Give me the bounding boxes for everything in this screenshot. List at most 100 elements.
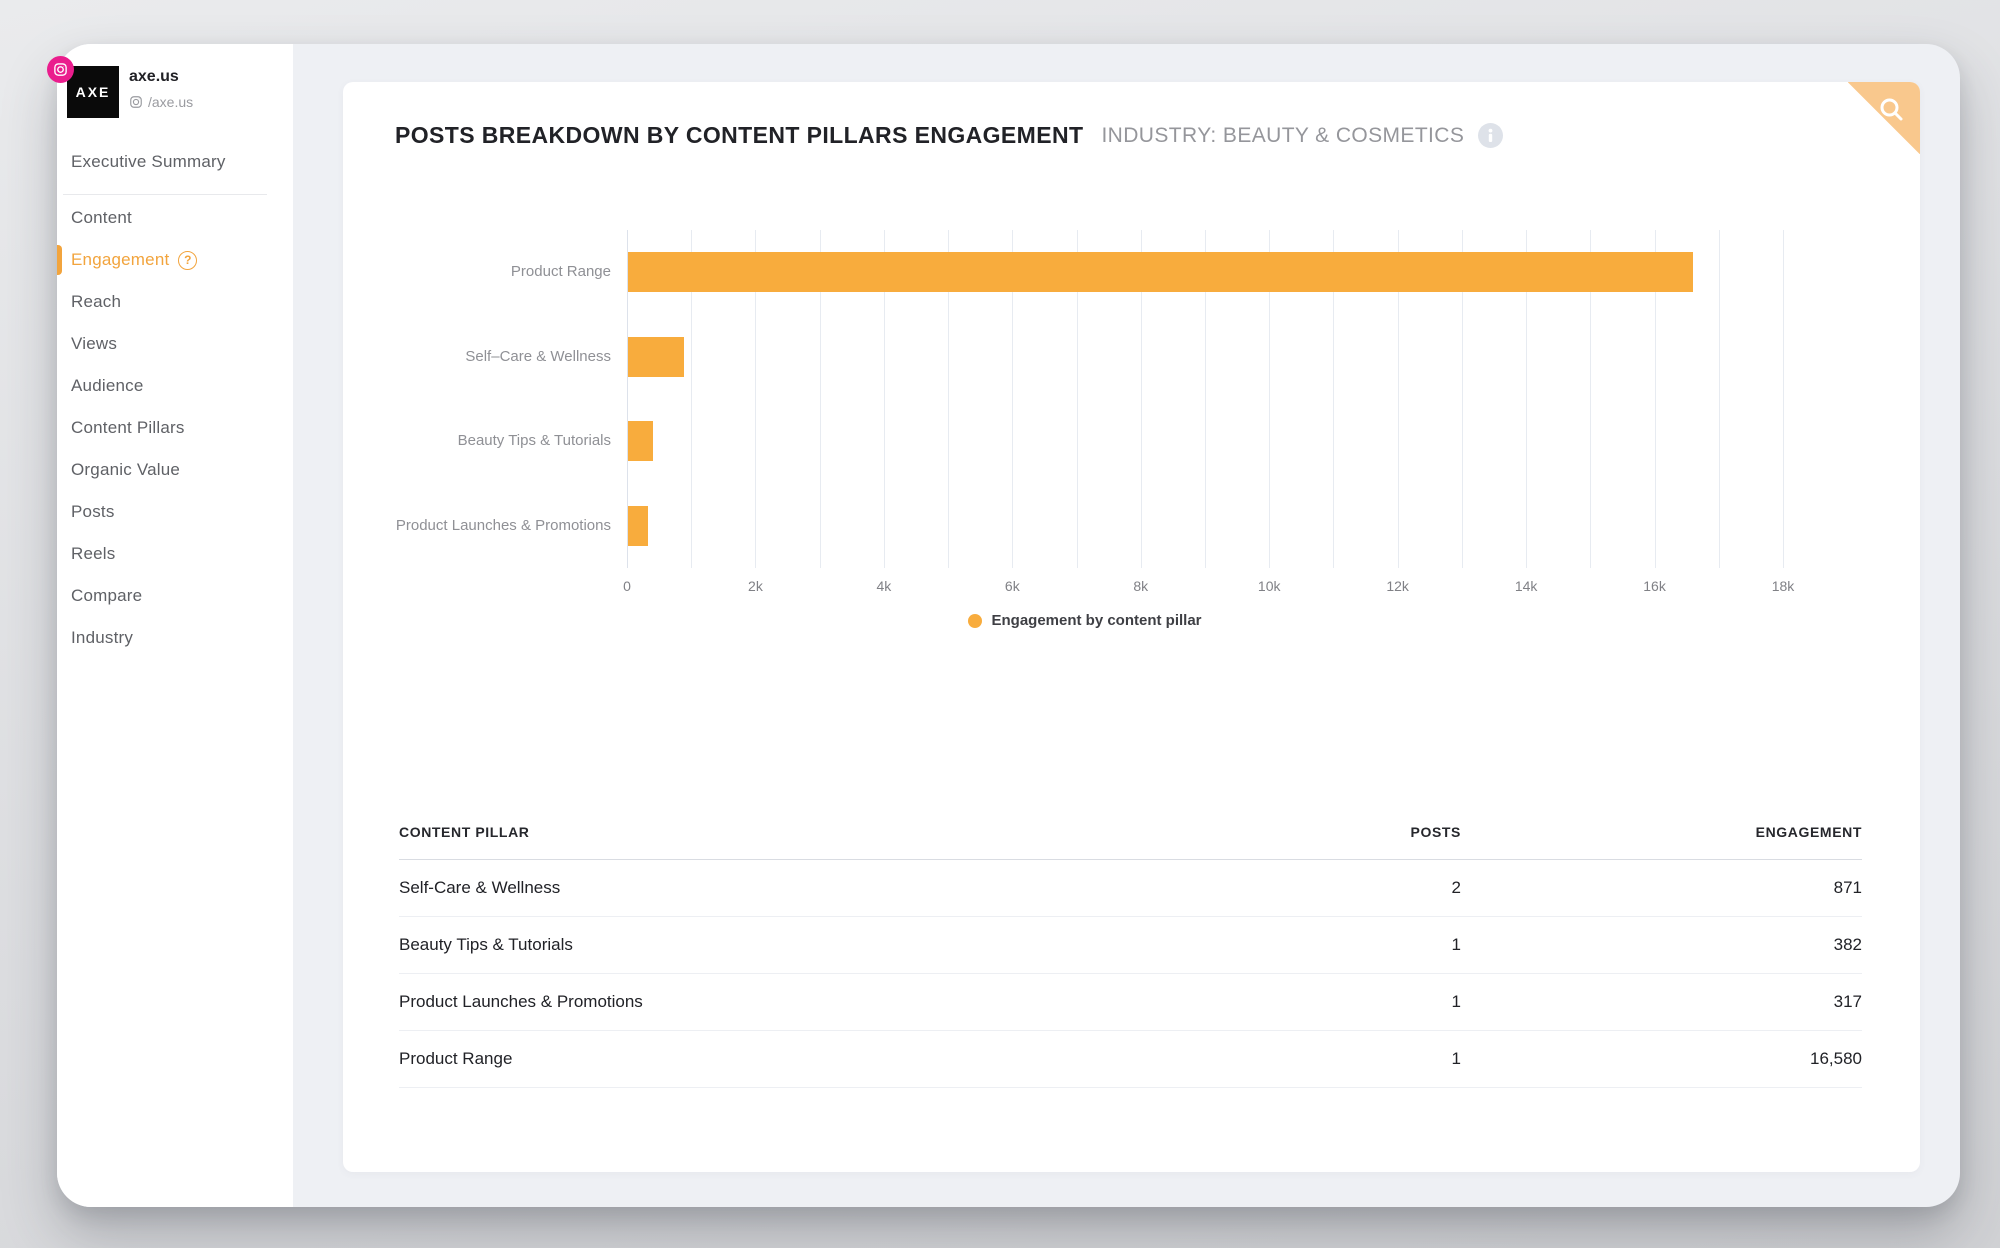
sidebar-item-posts[interactable]: Posts xyxy=(57,491,293,533)
avatar-logo-text: AXE xyxy=(75,84,111,100)
cell-posts: 2 xyxy=(1349,859,1461,917)
sidebar-item-label: Posts xyxy=(71,502,115,521)
sidebar-item-reels[interactable]: Reels xyxy=(57,533,293,575)
column-header-content-pillar: CONTENT PILLAR xyxy=(399,824,1349,860)
profile-handle: /axe.us xyxy=(129,94,193,110)
chart-legend[interactable]: Engagement by content pillar xyxy=(387,612,1783,629)
sidebar-item-label: Reels xyxy=(71,544,116,563)
x-axis-tick: 12k xyxy=(1386,578,1409,594)
avatar: AXE xyxy=(67,66,119,118)
legend-dot-icon xyxy=(968,613,983,628)
cell-posts: 1 xyxy=(1349,973,1461,1031)
sidebar-nav: Content Engagement Reach Views Audience Conte… xyxy=(57,197,293,659)
sidebar-item-label: Organic Value xyxy=(71,460,181,479)
sidebar-item-audience[interactable]: Audience xyxy=(57,365,293,407)
chart-bar-self-care-wellness[interactable] xyxy=(628,336,684,377)
grid-line xyxy=(691,230,693,568)
grid-line xyxy=(1397,230,1399,568)
profile-block: AXE axe.us /axe.us xyxy=(47,44,293,140)
engagement-bar-chart: Product Range Self–Care & Wellness Beauty … xyxy=(396,230,1794,594)
table-row: Product Range 1 16,580 xyxy=(399,1030,1862,1088)
profile-name: axe.us xyxy=(129,68,179,85)
grid-line xyxy=(1590,230,1592,568)
report-card: POSTS BREAKDOWN BY CONTENT PILLARS ENGAG… xyxy=(343,82,1920,1172)
sidebar-item-executive-summary[interactable]: Executive Summary xyxy=(71,152,226,171)
sidebar-item-label: Content xyxy=(71,208,132,227)
legend-label: Engagement by content pillar xyxy=(991,612,1202,629)
grid-line xyxy=(1205,230,1206,568)
card-header: POSTS BREAKDOWN BY CONTENT PILLARS ENGAG… xyxy=(395,122,1504,149)
x-axis-tick: 2k xyxy=(748,578,763,594)
content-pillar-table: CONTENT PILLAR POSTS ENGAGEMENT Self-Car… xyxy=(399,824,1862,1088)
app-container: AXE axe.us /axe.us Executive Summary xyxy=(47,44,1960,1207)
sidebar-item-label: Industry xyxy=(71,628,134,647)
grid-line xyxy=(1783,230,1784,568)
grid-line xyxy=(1718,230,1720,568)
grid-line xyxy=(1654,230,1656,568)
chart-bar-beauty-tips-tutorials[interactable] xyxy=(628,421,653,462)
chart-bar-product-range[interactable] xyxy=(628,252,1693,293)
table-row: Self-Care & Wellness 2 871 xyxy=(399,859,1862,917)
column-header-posts: POSTS xyxy=(1349,824,1461,860)
sidebar-item-views[interactable]: Views xyxy=(57,323,293,365)
grid-line xyxy=(948,230,950,568)
grid-line xyxy=(1526,230,1528,568)
sidebar-item-label: Audience xyxy=(71,376,144,395)
table-row: Beauty Tips & Tutorials 1 382 xyxy=(399,916,1862,974)
category-label: Self–Care & Wellness xyxy=(465,347,611,365)
sidebar-item-label: Engagement xyxy=(71,250,170,269)
x-axis-tick: 6k xyxy=(1004,578,1020,594)
x-axis-tick: 8k xyxy=(1133,578,1149,594)
x-axis-tick: 18k xyxy=(1771,578,1795,594)
sidebar-item-label: Content Pillars xyxy=(71,418,185,437)
category-label: Beauty Tips & Tutorials xyxy=(457,432,611,450)
y-axis-line xyxy=(627,230,628,568)
cell-engagement: 382 xyxy=(1461,916,1862,974)
page-title: POSTS BREAKDOWN BY CONTENT PILLARS ENGAG… xyxy=(395,122,1084,148)
grid-line xyxy=(883,230,885,568)
grid-line xyxy=(1076,230,1078,568)
column-header-engagement: ENGAGEMENT xyxy=(1461,824,1862,860)
search-button[interactable] xyxy=(1848,82,1920,154)
grid-line xyxy=(755,230,757,568)
sidebar-item-reach[interactable]: Reach xyxy=(57,281,293,323)
category-label: Product Launches & Promotions xyxy=(395,516,611,534)
x-axis-tick: 0 xyxy=(623,578,631,594)
info-icon[interactable] xyxy=(1478,123,1504,148)
cell-pillar: Product Launches & Promotions xyxy=(399,973,1349,1031)
instagram-badge-icon xyxy=(47,56,74,83)
x-axis-tick: 14k xyxy=(1514,578,1538,594)
cell-pillar: Beauty Tips & Tutorials xyxy=(399,916,1349,974)
x-axis-tick: 10k xyxy=(1257,578,1281,594)
cell-posts: 1 xyxy=(1349,916,1461,974)
cell-engagement: 317 xyxy=(1461,973,1862,1031)
grid-line xyxy=(1461,230,1463,568)
x-axis-tick: 16k xyxy=(1643,578,1666,594)
chart-bar-product-launches-promotions[interactable] xyxy=(628,505,649,546)
sidebar-item-organic-value[interactable]: Organic Value xyxy=(57,449,293,491)
sidebar-item-compare[interactable]: Compare xyxy=(57,575,293,617)
sidebar-item-content-pillars[interactable]: Content Pillars xyxy=(57,407,293,449)
grid-line xyxy=(1269,230,1271,568)
cell-posts: 1 xyxy=(1349,1030,1461,1088)
sidebar-item-engagement[interactable]: Engagement xyxy=(57,239,293,281)
category-label: Product Range xyxy=(510,263,611,281)
cell-engagement: 871 xyxy=(1461,859,1862,917)
grid-line xyxy=(1012,230,1014,568)
profile-handle-text: /axe.us xyxy=(148,94,194,110)
grid-line xyxy=(819,230,821,568)
sidebar-item-content[interactable]: Content xyxy=(57,197,293,239)
help-icon[interactable] xyxy=(178,250,198,270)
grid-line xyxy=(1140,230,1142,568)
industry-subtitle: INDUSTRY: BEAUTY & COSMETICS xyxy=(1101,123,1465,147)
cell-pillar: Self-Care & Wellness xyxy=(399,859,1349,917)
cell-engagement: 16,580 xyxy=(1461,1030,1862,1088)
sidebar-item-industry[interactable]: Industry xyxy=(57,617,293,659)
search-icon xyxy=(1880,98,1903,121)
x-axis-tick: 4k xyxy=(876,578,892,594)
sidebar-item-label: Views xyxy=(71,334,118,353)
sidebar: AXE axe.us /axe.us Executive Summary xyxy=(47,44,293,1207)
table-header-row: CONTENT PILLAR POSTS ENGAGEMENT xyxy=(399,824,1862,860)
instagram-icon xyxy=(130,96,142,108)
sidebar-divider xyxy=(63,194,267,195)
